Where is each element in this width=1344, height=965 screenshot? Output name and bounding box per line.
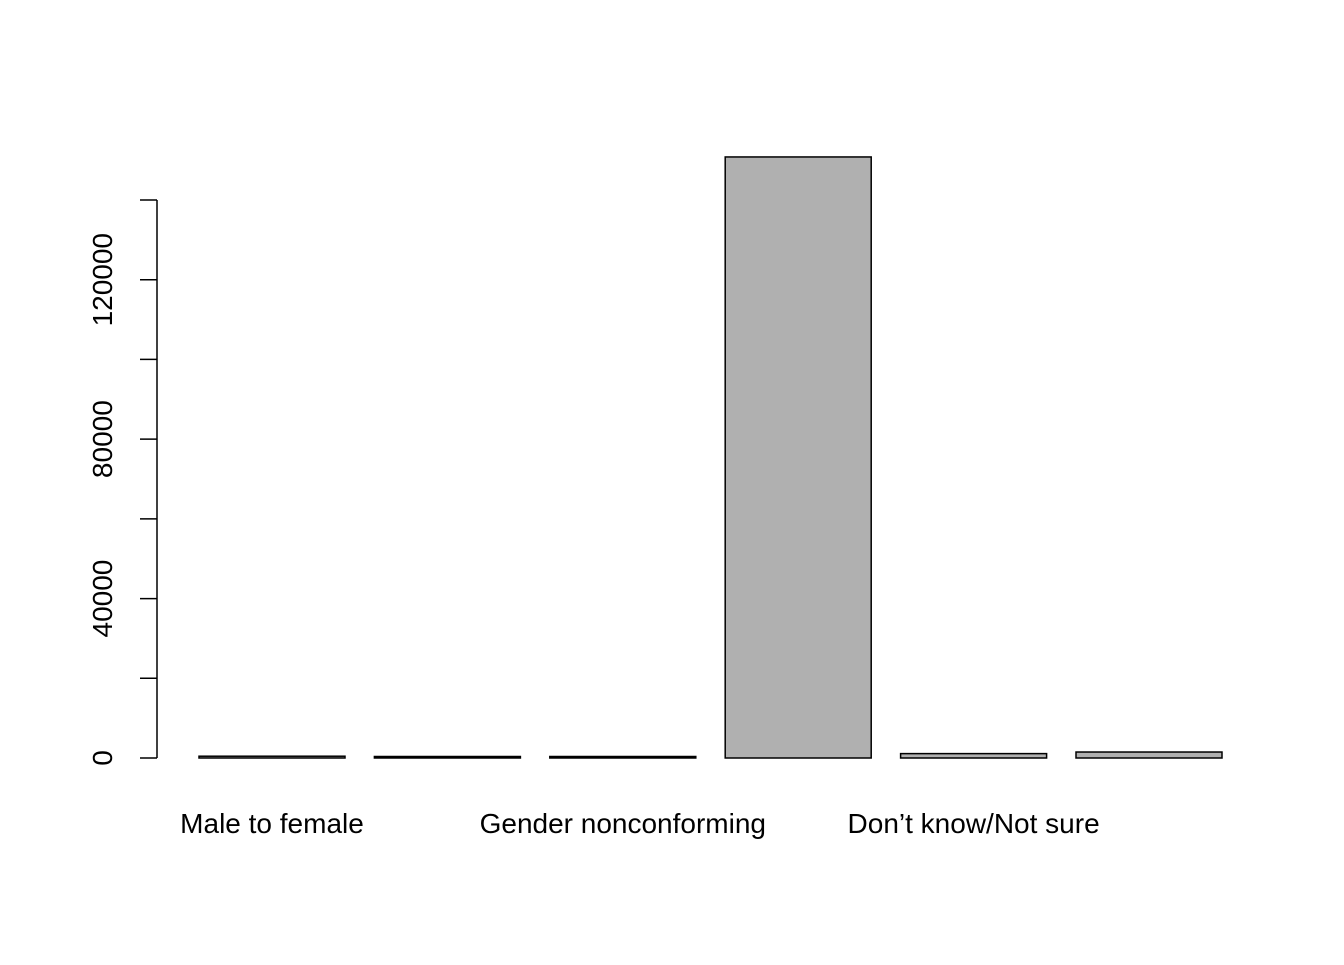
y-tick-label: 0	[87, 750, 118, 766]
y-tick-label: 40000	[87, 560, 118, 638]
y-tick-label: 120000	[87, 233, 118, 326]
x-tick-label: Male to female	[180, 808, 364, 839]
bar	[1075, 751, 1223, 759]
y-axis: 0 40000 80000 120000	[87, 199, 158, 766]
bar	[724, 156, 872, 759]
bar	[899, 752, 1048, 759]
bar	[549, 755, 697, 759]
x-tick-label: Gender nonconforming	[480, 808, 766, 839]
x-tick-label: Don’t know/Not sure	[848, 808, 1100, 839]
bars-group	[198, 156, 1223, 759]
y-tick-label: 80000	[87, 400, 118, 478]
bar	[373, 755, 522, 759]
bar	[198, 755, 346, 759]
x-axis-labels: Male to female Gender nonconforming Don’t …	[180, 808, 1099, 839]
